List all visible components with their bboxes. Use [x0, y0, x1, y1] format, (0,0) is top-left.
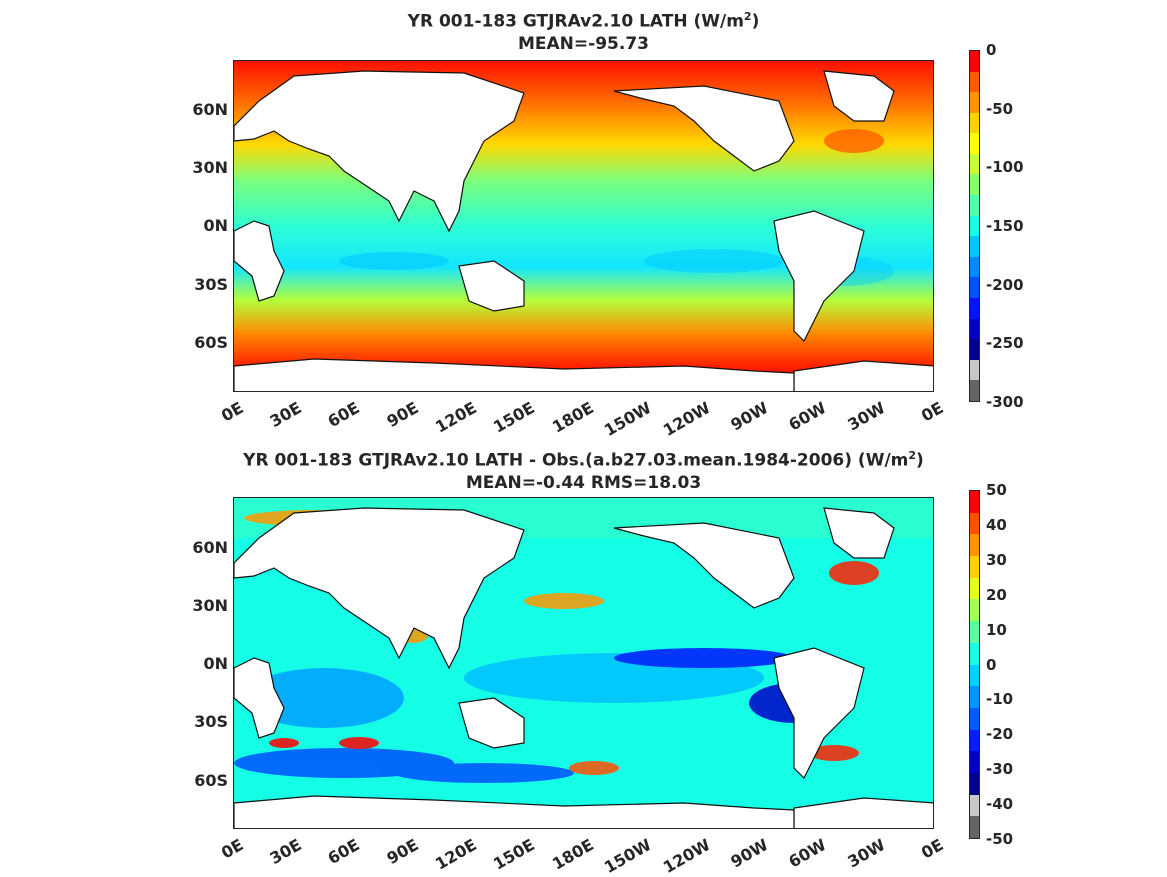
lon-label: 30E — [266, 835, 305, 869]
colorbar-segment — [970, 816, 979, 838]
lat-label: 60S — [194, 771, 228, 790]
colorbar-segment — [970, 92, 979, 113]
colorbar-segment — [970, 153, 979, 175]
lon-label: 150W — [601, 398, 655, 440]
lat-label: 60S — [194, 333, 228, 352]
colorbar-segment — [970, 174, 979, 196]
lat-label: 0N — [203, 654, 228, 673]
colorbar-tick-label: 10 — [986, 620, 1007, 639]
lon-label: 60W — [785, 398, 830, 435]
colorbar-tick-label: 0 — [986, 655, 997, 674]
lon-label: 90E — [383, 398, 422, 432]
colorbar-segment — [970, 729, 979, 752]
colorbar-segment — [970, 359, 979, 381]
colorbar-tick-label: -100 — [986, 158, 1024, 177]
lon-label: 60E — [324, 398, 364, 432]
colorbar-tick-label: -10 — [986, 690, 1014, 709]
panel2-mean: MEAN=-0.44 RMS=18.03 — [465, 473, 702, 493]
lon-label: 0E — [917, 835, 947, 863]
lon-label: 120E — [431, 835, 480, 874]
colorbar-segment — [970, 256, 979, 278]
colorbar-segment — [970, 534, 979, 557]
lon-label: 150E — [490, 835, 539, 874]
lon-label: 0E — [217, 398, 247, 426]
lon-label: 0E — [917, 398, 947, 426]
panel1-mean: MEAN=-95.73 — [518, 34, 649, 54]
lon-label: 0E — [217, 835, 247, 863]
colorbar-segment — [970, 556, 979, 578]
lon-label: 120E — [431, 398, 480, 437]
colorbar-tick-label: -50 — [986, 99, 1014, 118]
colorbar-segment — [970, 339, 979, 360]
lon-label: 30E — [266, 398, 305, 432]
lon-label: 60W — [785, 835, 830, 872]
lon-label: 120W — [659, 835, 714, 877]
colorbar-segment — [970, 642, 979, 665]
colorbar-segment — [970, 599, 979, 622]
lat-label: 60N — [192, 100, 228, 119]
lon-label: 90W — [727, 835, 772, 872]
colorbar-segment — [970, 380, 979, 401]
colorbar-tick-label: -40 — [986, 795, 1014, 814]
panel2-colorbar — [969, 490, 980, 839]
colorbar-tick-label: 20 — [986, 585, 1007, 604]
colorbar-segment — [970, 621, 979, 643]
lon-label: 90W — [727, 398, 772, 435]
panel1-title: YR 001-183 GTJRAv2.10 LATH (W/m2) — [407, 10, 760, 32]
panel1-colorbar — [969, 50, 980, 402]
lat-label: 60N — [192, 538, 228, 557]
colorbar-segment — [970, 794, 979, 817]
colorbar-tick-label: 30 — [986, 550, 1007, 569]
colorbar-segment — [970, 297, 979, 319]
colorbar-tick-label: 50 — [986, 481, 1007, 499]
colorbar-segment — [970, 195, 979, 216]
colorbar-segment — [970, 71, 979, 93]
colorbar-tick-label: 0 — [986, 41, 997, 59]
colorbar-tick-label: -300 — [986, 393, 1024, 411]
lon-label: 30W — [844, 398, 889, 435]
lon-label: 180E — [548, 398, 597, 437]
colorbar-segment — [970, 751, 979, 773]
panel2-map — [233, 497, 934, 829]
lat-label: 0N — [203, 216, 228, 235]
lat-label: 30N — [192, 596, 228, 615]
lat-label: 30N — [192, 158, 228, 177]
colorbar-segment — [970, 236, 979, 257]
colorbar-tick-label: -200 — [986, 275, 1024, 294]
lon-label: 60E — [324, 835, 364, 869]
panel2-title: YR 001-183 GTJRAv2.10 LATH - Obs.(a.b27.… — [243, 449, 924, 471]
colorbar-segment — [970, 686, 979, 708]
colorbar-tick-label: -150 — [986, 217, 1024, 235]
lon-label: 90E — [383, 835, 422, 869]
colorbar-segment — [970, 772, 979, 795]
colorbar-segment — [970, 51, 979, 72]
colorbar-tick-label: -50 — [986, 830, 1014, 848]
colorbar-segment — [970, 133, 979, 154]
lat-label: 30S — [194, 275, 228, 294]
colorbar-segment — [970, 215, 979, 237]
colorbar-tick-label: -20 — [986, 725, 1014, 744]
colorbar-segment — [970, 664, 979, 687]
colorbar-tick-label: 40 — [986, 515, 1007, 534]
colorbar-segment — [970, 112, 979, 134]
continents — [234, 70, 933, 391]
colorbar-segment — [970, 491, 979, 513]
colorbar-segment — [970, 512, 979, 535]
colorbar-tick-label: -30 — [986, 760, 1014, 779]
lon-label: 150W — [601, 835, 655, 877]
colorbar-segment — [970, 577, 979, 600]
lon-label: 120W — [659, 398, 714, 440]
lon-label: 150E — [490, 398, 539, 437]
panel1-map — [233, 60, 934, 392]
colorbar-segment — [970, 707, 979, 730]
colorbar-segment — [970, 318, 979, 340]
colorbar-tick-label: -250 — [986, 334, 1024, 353]
lat-label: 30S — [194, 712, 228, 731]
lon-label: 30W — [844, 835, 889, 872]
colorbar-segment — [970, 277, 979, 298]
lon-label: 180E — [548, 835, 597, 874]
